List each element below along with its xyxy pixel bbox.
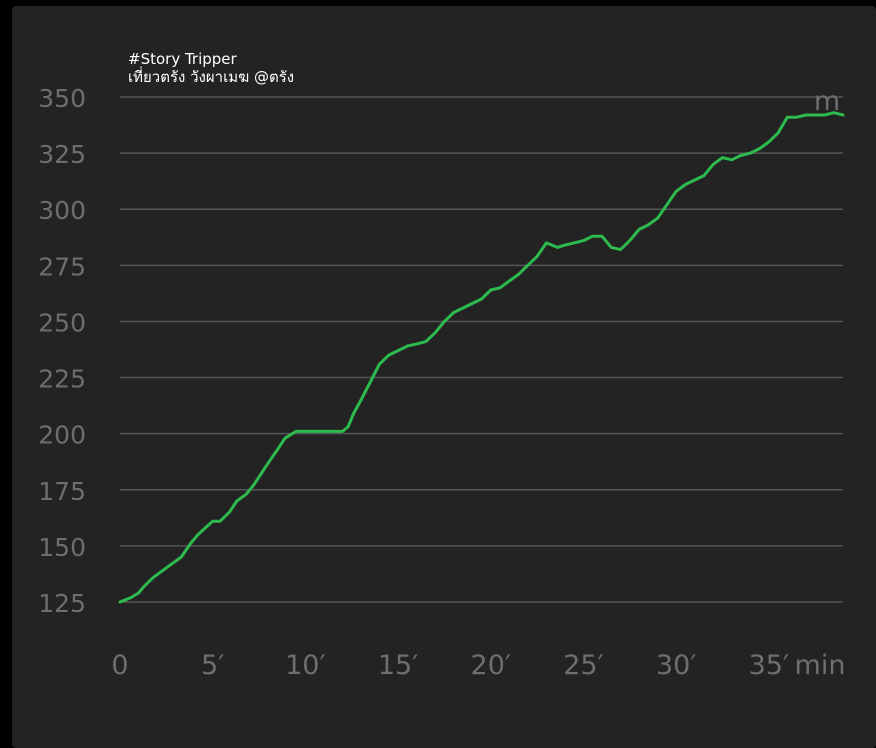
x-tick-labels: 0 5′ 10′ 15′ 20′ 25′ 30′ 35′ <box>111 650 789 681</box>
x-tick-label: 10′ <box>285 650 326 681</box>
y-tick-label: 125 <box>38 589 86 618</box>
y-tick-label: 275 <box>38 252 86 281</box>
x-tick-label: 15′ <box>378 650 419 681</box>
gridlines <box>120 96 843 603</box>
y-tick-label: 200 <box>38 421 86 450</box>
y-tick-labels: 125 150 175 200 225 250 275 300 325 350 <box>38 84 86 618</box>
elevation-line <box>118 111 845 604</box>
y-tick-label: 225 <box>38 365 86 394</box>
x-unit-label: min <box>795 650 846 681</box>
y-tick-label: 350 <box>38 84 86 113</box>
chart-title: #Story Tripper <box>128 50 237 68</box>
chart-subtitle: เที่ยวตรัง วังผาเมฆ @ตรัง <box>128 68 295 86</box>
x-tick-label: 0 <box>111 650 128 681</box>
series-group <box>118 111 845 604</box>
x-tick-label: 20′ <box>471 650 512 681</box>
y-tick-label: 250 <box>38 308 86 337</box>
y-tick-label: 325 <box>38 140 86 169</box>
x-tick-label: 30′ <box>656 650 697 681</box>
x-tick-label: 5′ <box>201 650 224 681</box>
x-tick-label: 25′ <box>563 650 604 681</box>
y-unit-label: m <box>814 86 840 117</box>
y-tick-label: 175 <box>38 477 86 506</box>
y-tick-label: 150 <box>38 533 86 562</box>
y-tick-label: 300 <box>38 196 86 225</box>
x-tick-label: 35′ <box>749 650 790 681</box>
